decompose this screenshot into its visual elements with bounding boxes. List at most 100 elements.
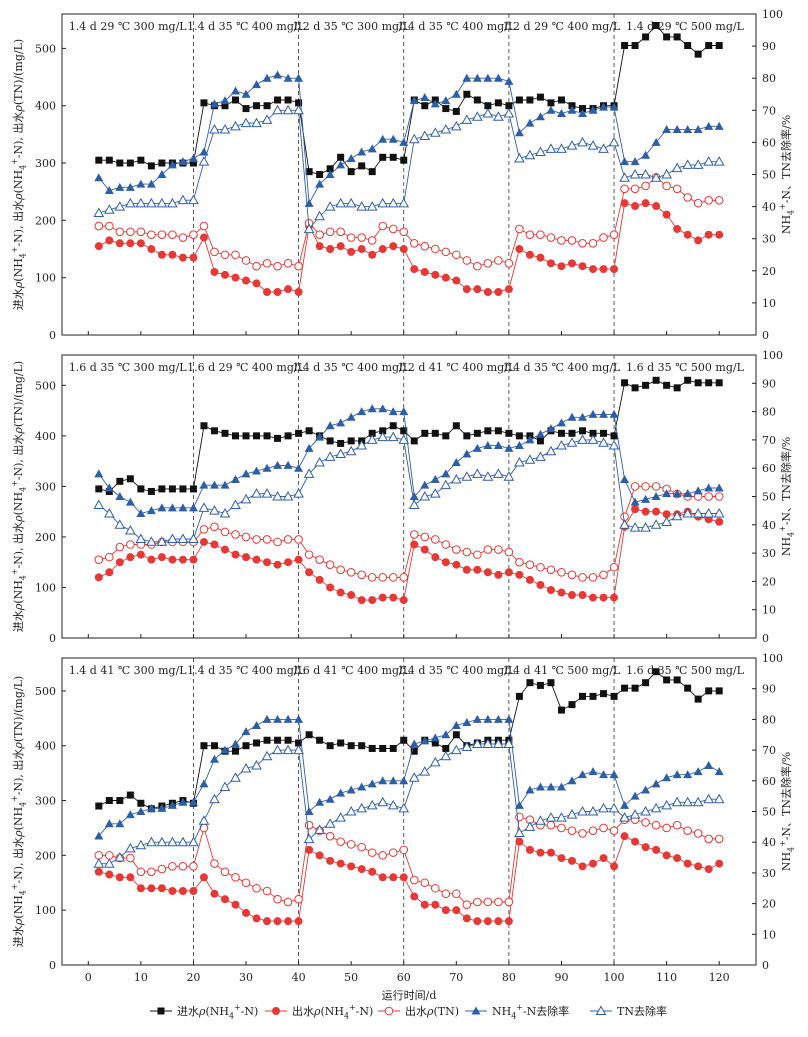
- panel-2: 1.6 d 35 ℃ 300 mg/L 1.6 d 29 ℃ 400 mg/L1.…: [10, 349, 795, 645]
- point-nh4_removal: [357, 147, 367, 156]
- point-influent_nh4: [536, 681, 544, 689]
- point-influent_nh4: [579, 427, 586, 435]
- point-influent_nh4: [274, 736, 282, 744]
- condition-label: 1.4 d 35 ℃ 400 mg/L: [187, 664, 305, 677]
- point-nh4_removal: [241, 469, 251, 478]
- point-tn_removal: [335, 448, 347, 459]
- x-tick-label: 40: [292, 971, 306, 984]
- point-tn_removal: [587, 140, 599, 150]
- point-effluent_tn: [473, 261, 482, 271]
- point-effluent_tn: [578, 829, 587, 838]
- point-effluent_nh4: [494, 917, 503, 926]
- point-effluent_nh4: [631, 505, 640, 514]
- point-effluent_tn: [693, 829, 703, 838]
- point-effluent_nh4: [199, 873, 208, 882]
- point-tn_removal: [482, 107, 494, 118]
- series-line-effluent_tn: [98, 485, 720, 578]
- point-effluent_tn: [315, 555, 324, 564]
- right-y-tick-label: 80: [762, 713, 776, 726]
- point-nh4_removal: [146, 506, 156, 515]
- point-nh4_removal: [325, 170, 335, 178]
- right-y-tick-label: 0: [762, 632, 769, 645]
- point-effluent_nh4: [368, 867, 377, 876]
- left-y-tick-label: 400: [35, 740, 56, 753]
- point-effluent_tn: [325, 560, 335, 570]
- point-influent_nh4: [305, 731, 313, 739]
- point-nh4_removal: [683, 489, 693, 498]
- point-tn_removal: [324, 818, 336, 828]
- point-effluent_tn: [273, 894, 282, 904]
- point-tn_removal: [524, 149, 536, 160]
- point-influent_nh4: [652, 21, 660, 29]
- point-effluent_nh4: [231, 550, 240, 559]
- point-effluent_tn: [630, 184, 640, 194]
- point-effluent_tn: [420, 241, 430, 251]
- point-effluent_nh4: [683, 859, 692, 868]
- point-influent_nh4: [116, 477, 124, 485]
- point-tn_removal: [535, 815, 546, 825]
- point-effluent_nh4: [483, 288, 492, 297]
- point-nh4_removal: [714, 121, 724, 130]
- point-effluent_nh4: [305, 845, 314, 854]
- point-tn_removal: [230, 772, 241, 782]
- point-tn_removal: [713, 793, 725, 804]
- left-y-tick-label: 0: [49, 632, 56, 645]
- point-effluent_tn: [241, 532, 251, 542]
- point-nh4_removal: [315, 432, 325, 441]
- point-effluent_tn: [494, 897, 503, 907]
- point-effluent_nh4: [347, 862, 356, 871]
- point-tn_removal: [177, 836, 189, 847]
- point-influent_nh4: [137, 799, 145, 807]
- point-influent_nh4: [526, 679, 534, 687]
- point-effluent_tn: [252, 261, 261, 271]
- point-influent_nh4: [621, 684, 629, 692]
- point-effluent_tn: [189, 862, 198, 871]
- point-effluent_nh4: [546, 848, 555, 857]
- point-influent_nh4: [421, 102, 429, 110]
- point-effluent_nh4: [368, 250, 377, 259]
- point-influent_nh4: [379, 744, 387, 752]
- point-tn_removal: [314, 824, 325, 834]
- point-tn_removal: [209, 124, 220, 134]
- point-tn_removal: [345, 197, 357, 208]
- point-effluent_tn: [126, 227, 135, 237]
- point-influent_nh4: [610, 692, 618, 700]
- point-nh4_removal: [599, 770, 609, 779]
- point-influent_nh4: [305, 168, 313, 176]
- left-y-axis-label: 进水ρ(NH4+-N), 出水ρ(NH4+-N), 出水ρ(TN)/(mg/L): [10, 361, 27, 632]
- right-y-tick-label: 40: [762, 836, 776, 849]
- point-effluent_tn: [252, 535, 261, 544]
- point-nh4_removal: [472, 73, 482, 82]
- point-nh4_removal: [367, 779, 377, 788]
- point-tn_removal: [282, 744, 294, 755]
- point-effluent_nh4: [378, 245, 387, 254]
- point-nh4_removal: [514, 128, 524, 137]
- point-nh4_removal: [399, 776, 409, 785]
- x-tick-label: 110: [656, 971, 677, 984]
- condition-label: 1.2 d 29 ℃ 400 mg/L: [503, 20, 621, 33]
- point-tn_removal: [387, 799, 399, 810]
- point-nh4_removal: [630, 497, 640, 506]
- point-effluent_tn: [178, 233, 188, 242]
- condition-label: 1.6 d 29 ℃ 400 mg/L: [187, 361, 305, 374]
- point-influent_nh4: [210, 427, 218, 435]
- point-effluent_tn: [283, 897, 293, 907]
- point-influent_nh4: [305, 427, 313, 435]
- point-nh4_removal: [231, 86, 240, 95]
- point-effluent_nh4: [473, 917, 482, 926]
- right-y-tick-label: 10: [762, 297, 776, 310]
- point-tn_removal: [587, 434, 599, 444]
- point-tn_removal: [471, 468, 483, 478]
- point-effluent_nh4: [168, 250, 177, 259]
- point-effluent_nh4: [462, 914, 471, 923]
- point-effluent_tn: [704, 834, 713, 844]
- point-effluent_nh4: [399, 596, 408, 605]
- point-tn_removal: [335, 197, 347, 208]
- point-effluent_tn: [557, 236, 566, 245]
- point-influent_nh4: [463, 432, 471, 440]
- point-influent_nh4: [284, 736, 292, 744]
- point-tn_removal: [272, 490, 283, 501]
- left-y-tick-label: 200: [35, 531, 56, 544]
- point-nh4_removal: [104, 483, 114, 492]
- point-influent_nh4: [326, 165, 334, 173]
